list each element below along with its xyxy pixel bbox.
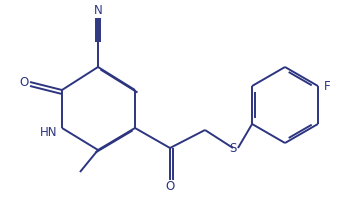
Text: F: F	[323, 79, 330, 92]
Text: HN: HN	[40, 125, 58, 138]
Text: O: O	[19, 76, 29, 89]
Text: O: O	[165, 181, 175, 194]
Text: S: S	[229, 143, 237, 156]
Text: N: N	[93, 5, 103, 18]
